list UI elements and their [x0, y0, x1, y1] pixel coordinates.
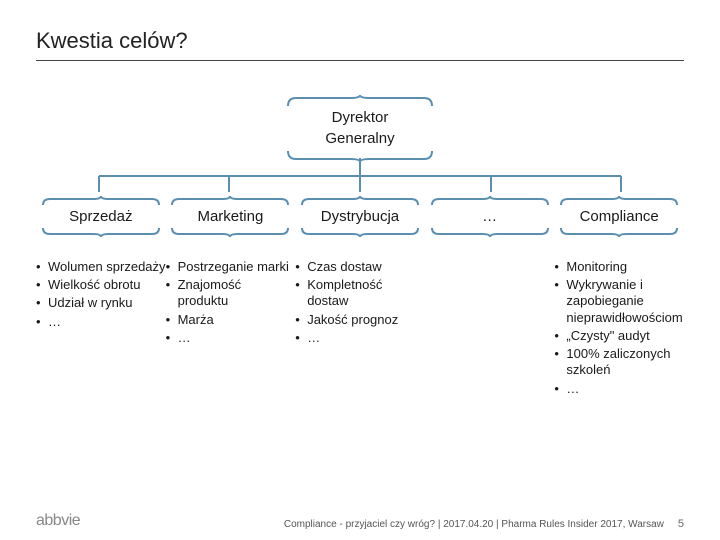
bullet-item: Wielkość obrotu	[36, 277, 166, 293]
slide-title: Kwestia celów?	[36, 28, 684, 61]
footer: abbvie Compliance - przyjaciel czy wróg?…	[0, 512, 720, 530]
top-node: Dyrektor Generalny	[286, 95, 434, 162]
bullet-item: Postrzeganie marki	[166, 259, 296, 275]
bullet-item: …	[554, 381, 684, 397]
child-node-1: Marketing	[166, 196, 296, 237]
child-node-3: …	[425, 196, 555, 237]
bullet-item: …	[166, 330, 296, 346]
bullet-item: …	[295, 330, 425, 346]
child-label: Sprzedaż	[36, 206, 166, 227]
bracket-top-lower	[286, 150, 434, 162]
page-number: 5	[678, 518, 684, 530]
bullet-col-1: Postrzeganie marki Znajomość produktu Marż…	[166, 259, 296, 399]
bullet-item: Kompletność dostaw	[295, 277, 425, 310]
footer-text: Compliance - przyjaciel czy wróg? | 2017…	[284, 519, 664, 530]
child-label: Dystrybucja	[295, 206, 425, 227]
slide: Kwestia celów? Dyrektor Generalny	[0, 0, 720, 540]
child-node-0: Sprzedaż	[36, 196, 166, 237]
top-node-line2: Generalny	[286, 128, 434, 149]
bracket-lower-icon	[41, 227, 161, 237]
bracket-upper-icon	[430, 196, 550, 206]
logo: abbvie	[36, 512, 80, 530]
footer-right: Compliance - przyjaciel czy wróg? | 2017…	[284, 518, 684, 530]
bullet-item: 100% zaliczonych szkoleń	[554, 346, 684, 379]
bracket-upper-icon	[41, 196, 161, 206]
child-node-2: Dystrybucja	[295, 196, 425, 237]
bullet-item: Wolumen sprzedaży	[36, 259, 166, 275]
child-label: Compliance	[554, 206, 684, 227]
bracket-upper-icon	[559, 196, 679, 206]
bullet-list: Monitoring Wykrywanie i zapobieganie niep…	[554, 259, 684, 397]
child-node-4: Compliance	[554, 196, 684, 237]
bullets-row: Wolumen sprzedaży Wielkość obrotu Udział w…	[36, 259, 684, 399]
bullet-list: Wolumen sprzedaży Wielkość obrotu Udział w…	[36, 259, 166, 330]
bracket-lower-icon	[559, 227, 679, 237]
bullet-list: Czas dostaw Kompletność dostaw Jakość prog…	[295, 259, 425, 346]
bullet-item: Czas dostaw	[295, 259, 425, 275]
bullet-item: Znajomość produktu	[166, 277, 296, 310]
bullet-item: Marża	[166, 312, 296, 328]
bullet-col-3	[425, 259, 555, 399]
org-chart: Dyrektor Generalny Sprzedaż	[36, 95, 684, 399]
bracket-top-upper	[286, 95, 434, 107]
bullet-list: Postrzeganie marki Znajomość produktu Marż…	[166, 259, 296, 346]
bullet-col-2: Czas dostaw Kompletność dostaw Jakość prog…	[295, 259, 425, 399]
bullet-item: Monitoring	[554, 259, 684, 275]
bullet-item: Jakość prognoz	[295, 312, 425, 328]
bracket-lower-icon	[300, 227, 420, 237]
bracket-upper-icon	[170, 196, 290, 206]
bullet-item: …	[36, 314, 166, 330]
bullet-item: Wykrywanie i zapobieganie nieprawidłowoś…	[554, 277, 684, 326]
top-node-line1: Dyrektor	[286, 107, 434, 128]
child-nodes-row: Sprzedaż Marketing Dystrybucja … Complia	[36, 196, 684, 237]
child-label: Marketing	[166, 206, 296, 227]
child-label: …	[425, 206, 555, 227]
bullet-col-4: Monitoring Wykrywanie i zapobieganie niep…	[554, 259, 684, 399]
bracket-lower-icon	[170, 227, 290, 237]
bullet-item: Udział w rynku	[36, 295, 166, 311]
bullet-item: „Czysty" audyt	[554, 328, 684, 344]
bullet-col-0: Wolumen sprzedaży Wielkość obrotu Udział w…	[36, 259, 166, 399]
bracket-lower-icon	[430, 227, 550, 237]
bracket-upper-icon	[300, 196, 420, 206]
